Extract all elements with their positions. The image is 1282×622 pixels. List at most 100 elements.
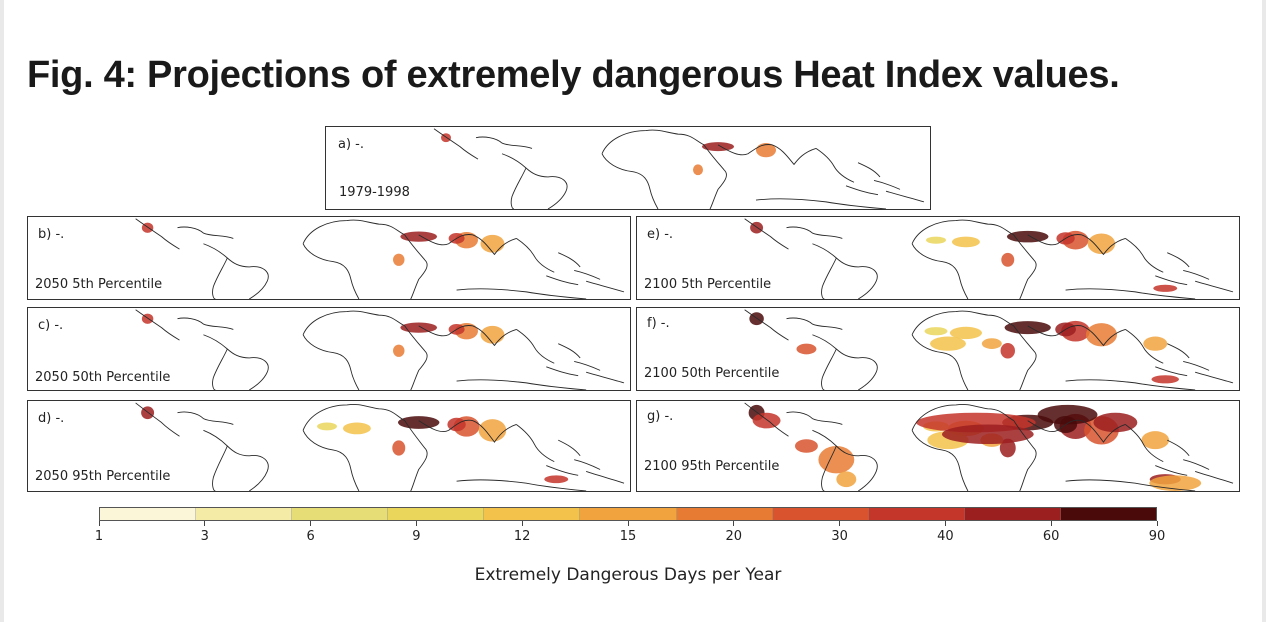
heat-region xyxy=(317,422,337,431)
coastline xyxy=(912,404,1014,430)
colorbar-tick-mark xyxy=(1050,521,1052,526)
coastline xyxy=(516,238,554,272)
map-svg xyxy=(637,401,1239,491)
map-svg xyxy=(28,217,630,299)
heat-region xyxy=(796,343,817,355)
colorbar-segment xyxy=(676,508,773,520)
panel-caption: 2100 95th Percentile xyxy=(643,459,781,474)
coastline xyxy=(405,326,427,390)
coastline xyxy=(303,311,405,335)
heat-region xyxy=(1153,284,1178,292)
colorbar xyxy=(99,507,1157,521)
colorbar-tick-mark xyxy=(98,521,100,526)
coastline xyxy=(912,430,968,491)
coastline xyxy=(1014,235,1036,299)
coastline xyxy=(203,244,268,299)
coastline xyxy=(473,235,517,255)
page-edge-right xyxy=(1262,0,1266,622)
panel-letter: c) -. xyxy=(38,318,64,333)
heat-region xyxy=(1006,230,1049,243)
coastline xyxy=(213,349,228,390)
colorbar-tick-mark xyxy=(733,521,735,526)
coastline xyxy=(476,137,532,148)
panel-letter: g) -. xyxy=(647,409,674,424)
coastline xyxy=(1066,480,1196,491)
coastline xyxy=(136,403,180,436)
coastline xyxy=(912,311,1014,335)
colorbar-tick-label: 20 xyxy=(725,529,743,544)
panel-e: e) -. 2100 5th Percentile xyxy=(636,216,1240,300)
colorbar-tick-label: 40 xyxy=(937,529,954,544)
coastline xyxy=(787,318,843,329)
heat-region xyxy=(836,471,857,488)
coastline xyxy=(812,430,877,491)
coastline xyxy=(511,168,526,209)
coastline xyxy=(1028,325,1082,335)
panel-caption: 2100 5th Percentile xyxy=(643,277,773,292)
coastline xyxy=(1155,440,1233,483)
colorbar-tick-label: 12 xyxy=(513,529,531,544)
heat-region xyxy=(951,236,980,248)
coastline xyxy=(1014,421,1036,491)
colorbar-segment xyxy=(772,508,869,520)
colorbar-tick-mark xyxy=(415,521,417,526)
coastline xyxy=(812,244,877,299)
colorbar-segment xyxy=(484,508,581,520)
coastline xyxy=(745,310,789,340)
heat-region xyxy=(400,231,438,242)
heat-region xyxy=(478,419,507,442)
heat-region xyxy=(397,416,440,429)
coastline xyxy=(303,244,359,299)
heat-region xyxy=(480,325,505,344)
coastline xyxy=(473,421,517,443)
panel-letter: f) -. xyxy=(647,316,670,331)
colorbar-tick-label: 30 xyxy=(831,529,848,544)
heat-region xyxy=(752,412,781,429)
panel-caption: 2050 50th Percentile xyxy=(34,370,172,385)
heat-region xyxy=(1000,343,1015,359)
heat-region xyxy=(1141,431,1170,450)
heat-region xyxy=(480,234,505,253)
figure-title: Fig. 4: Projections of extremely dangero… xyxy=(27,54,1120,96)
coastline xyxy=(1014,326,1036,390)
coastline xyxy=(1066,380,1196,390)
heat-region xyxy=(949,326,982,340)
heat-region xyxy=(400,322,438,333)
coastline xyxy=(405,421,427,491)
panel-caption: 2050 5th Percentile xyxy=(34,277,164,292)
panel-letter: e) -. xyxy=(647,227,674,242)
coastline xyxy=(912,220,1014,244)
coastline xyxy=(303,430,359,491)
heat-region xyxy=(702,142,734,152)
coastline xyxy=(1066,289,1196,299)
heat-region xyxy=(693,164,703,176)
heat-region xyxy=(393,253,405,266)
coastline xyxy=(745,219,789,249)
heat-region xyxy=(926,236,946,244)
heat-region xyxy=(1151,375,1179,384)
coastline xyxy=(912,335,968,390)
coastline xyxy=(303,335,359,390)
coastline xyxy=(1028,420,1082,431)
coastline xyxy=(303,404,405,430)
coastline xyxy=(457,480,587,491)
panel-caption: 1979-1998 xyxy=(338,185,411,200)
coastline xyxy=(718,144,772,154)
panel-caption: 2100 50th Percentile xyxy=(643,366,781,381)
colorbar-tick-label: 90 xyxy=(1148,529,1166,544)
coastline xyxy=(1082,421,1126,443)
coastline xyxy=(303,220,405,244)
coastline xyxy=(1125,329,1163,363)
heat-region xyxy=(1037,404,1098,425)
coastline xyxy=(136,310,180,340)
coastline xyxy=(1028,234,1082,244)
colorbar-segment xyxy=(100,508,197,520)
colorbar-segment xyxy=(580,508,677,520)
panel-f: f) -. 2100 50th Percentile xyxy=(636,307,1240,391)
coastline xyxy=(136,219,180,249)
colorbar-segment xyxy=(388,508,485,520)
map-svg xyxy=(326,127,930,209)
coastline xyxy=(502,154,567,209)
colorbar-tick-label: 1 xyxy=(94,529,104,544)
heat-region xyxy=(1093,412,1138,433)
